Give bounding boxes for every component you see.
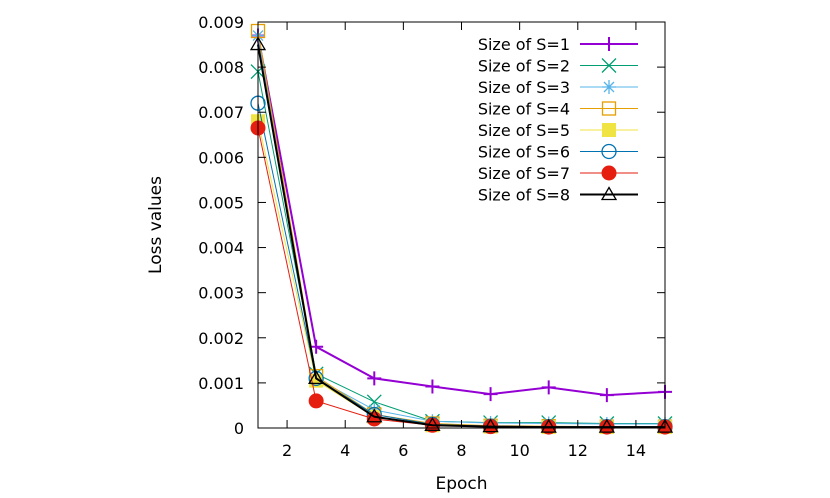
data-point xyxy=(308,370,325,385)
y-axis-title: Loss values xyxy=(146,176,166,274)
series-line xyxy=(257,35,666,397)
y-tick-label: 0.002 xyxy=(198,329,244,348)
x-tick-label: 4 xyxy=(340,441,350,460)
data-point xyxy=(482,418,499,433)
legend-item: Size of S=4 xyxy=(478,100,638,119)
legend-label: Size of S=3 xyxy=(478,78,570,97)
legend-item: Size of S=1 xyxy=(478,35,638,54)
y-tick-label: 0.003 xyxy=(198,284,244,303)
y-tick-label: 0 xyxy=(234,419,244,438)
plot-frame xyxy=(257,21,666,429)
data-point xyxy=(601,101,617,116)
data-point xyxy=(540,418,557,433)
data-point xyxy=(602,123,616,137)
data-point xyxy=(598,418,615,433)
legend-item: Size of S=8 xyxy=(478,186,638,205)
x-tick-label: 2 xyxy=(282,441,292,460)
y-tick-label: 0.004 xyxy=(198,239,244,258)
data-point xyxy=(366,408,383,423)
data-point xyxy=(308,393,324,409)
legend-label: Size of S=1 xyxy=(478,35,570,54)
legend-label: Size of S=5 xyxy=(478,121,570,140)
y-tick-label: 0.006 xyxy=(198,148,244,167)
x-axis-title: Epoch xyxy=(435,474,487,494)
data-point xyxy=(599,388,614,403)
legend-label: Size of S=8 xyxy=(478,186,570,205)
data-point xyxy=(600,186,618,201)
legend-item: Size of S=5 xyxy=(478,121,638,140)
data-point xyxy=(367,371,382,386)
legend-item: Size of S=6 xyxy=(478,143,638,162)
series-1 xyxy=(251,28,672,403)
data-point xyxy=(602,80,616,94)
y-tick-label: 0.001 xyxy=(198,374,244,393)
x-tick-label: 12 xyxy=(568,441,588,460)
legend-label: Size of S=7 xyxy=(478,164,570,183)
data-point xyxy=(541,380,556,395)
x-tick-label: 14 xyxy=(626,441,646,460)
data-point xyxy=(601,165,617,181)
legend-label: Size of S=2 xyxy=(478,57,570,76)
data-point xyxy=(483,387,498,402)
data-point xyxy=(366,394,382,410)
data-point xyxy=(424,417,441,431)
x-tick-label: 6 xyxy=(398,441,408,460)
data-point xyxy=(602,37,616,51)
data-point xyxy=(425,379,440,394)
x-tick-label: 10 xyxy=(509,441,529,460)
data-point xyxy=(601,58,617,73)
legend-item: Size of S=3 xyxy=(478,78,638,97)
legend-label: Size of S=4 xyxy=(478,100,570,119)
series-line xyxy=(257,35,665,425)
axis-ticks: 2 4 6 8 10 12 14 0 0.001 0.002 0.003 0.004 0.005 0.00… xyxy=(198,13,665,460)
data-point xyxy=(656,418,674,433)
y-tick-label: 0.008 xyxy=(198,58,244,77)
legend-item: Size of S=7 xyxy=(478,164,638,183)
legend-label: Size of S=6 xyxy=(478,143,570,162)
y-tick-label: 0.009 xyxy=(198,13,244,32)
legend: Size of S=1 Size of S=2 Size of S=3 Size of… xyxy=(478,35,638,205)
y-tick-label: 0.005 xyxy=(198,193,244,212)
y-tick-label: 0.007 xyxy=(198,103,244,122)
data-point xyxy=(601,143,617,160)
legend-item: Size of S=2 xyxy=(478,57,638,76)
series-line xyxy=(257,30,665,428)
x-tick-label: 8 xyxy=(456,441,466,460)
